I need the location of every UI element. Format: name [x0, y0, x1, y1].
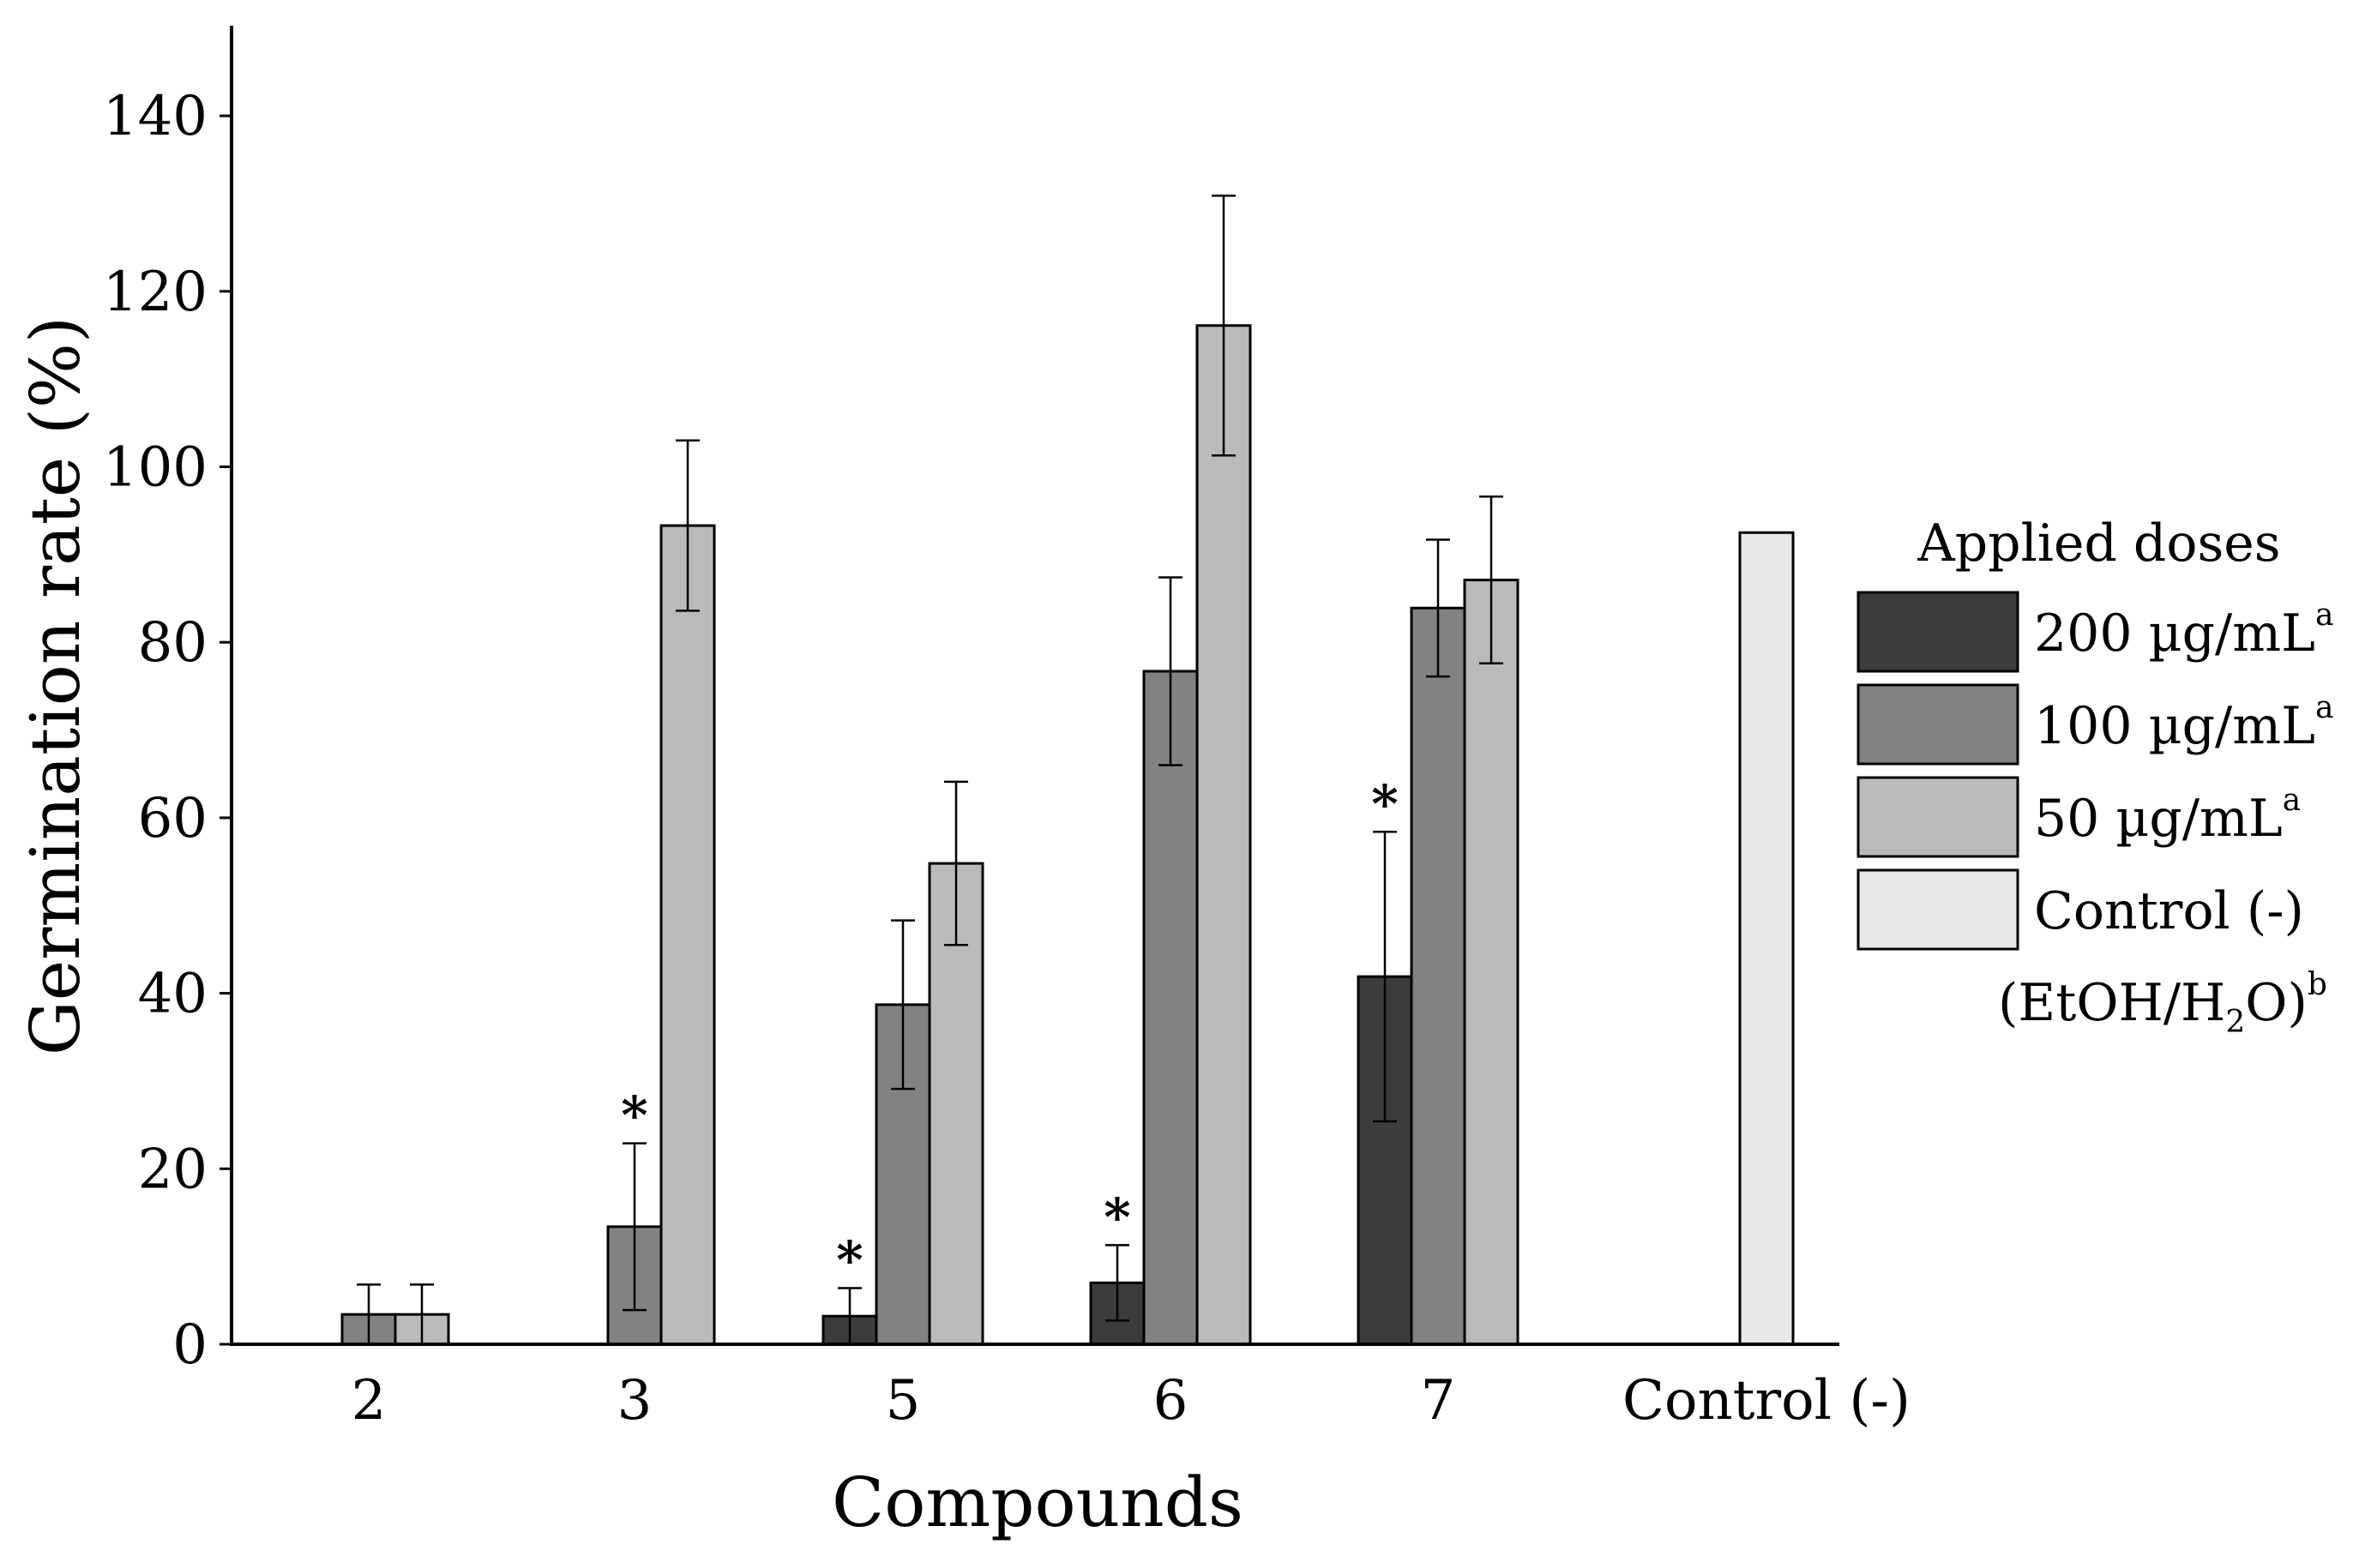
error-bar: [1373, 831, 1397, 1123]
bars-layer: [340, 324, 1795, 1346]
legend-swatch: [1856, 591, 2019, 673]
significance-star: *: [621, 1086, 647, 1146]
y-tick-label: 60: [138, 787, 208, 850]
y-tick-label: 20: [138, 1138, 208, 1201]
legend-label-sup: a: [2283, 783, 2301, 818]
y-tick-label: 100: [103, 436, 208, 500]
significance-layer: * * * *: [621, 774, 1398, 1290]
x-tick-label: 3: [617, 1369, 653, 1433]
legend-items: 200 µg/mLa 100 µg/mLa 50 µg/mLa Control (-): [1856, 591, 2333, 951]
significance-star: *: [1104, 1187, 1130, 1247]
error-bar: [891, 919, 915, 1090]
legend-label: 200 µg/mLa: [2034, 598, 2333, 664]
error-bar: [1158, 576, 1182, 766]
legend-swatch: [1856, 868, 2019, 951]
x-tick-label: 2: [352, 1369, 387, 1433]
legend-label: 50 µg/mLa: [2034, 783, 2301, 849]
legend-note: (EtOH/H2O)b: [1998, 967, 2327, 1040]
bar-7-series-1: [1410, 606, 1466, 1346]
error-bar: [944, 780, 968, 946]
x-ticks: 2 3 5 6 7 Control (-): [352, 1369, 1911, 1433]
legend-swatch: [1856, 683, 2019, 766]
error-bars-layer: [357, 194, 1503, 1346]
y-ticks: 0 20 40 60 80 100 120 140: [103, 85, 232, 1377]
x-tick-label: 5: [886, 1369, 921, 1433]
error-bar: [1479, 496, 1503, 665]
x-tick-label: 6: [1153, 1369, 1189, 1433]
legend-label-sup: a: [2315, 598, 2333, 633]
y-tick-label: 80: [138, 611, 208, 675]
legend-item: 100 µg/mLa: [1856, 683, 2333, 766]
y-axis-title: Germination rate (%): [15, 316, 95, 1055]
legend-note-sub: 2: [2225, 1005, 2245, 1040]
x-tick-label: 7: [1421, 1369, 1456, 1433]
bar-control-series-3: [1738, 531, 1795, 1346]
y-tick-label: 40: [138, 963, 208, 1026]
legend-note-sup: b: [2308, 967, 2327, 1002]
legend-item: 50 µg/mLa: [1856, 776, 2301, 858]
legend-swatch: [1856, 776, 2019, 858]
y-tick-label: 0: [172, 1313, 208, 1377]
y-tick-label: 140: [103, 85, 208, 148]
legend: Applied doses 200 µg/mLa 100 µg/mLa 50 µg/…: [1856, 514, 2333, 1040]
bar-6-series-1: [1142, 670, 1199, 1346]
error-bar: [1212, 194, 1236, 457]
error-bar: [1105, 1244, 1129, 1322]
significance-star: *: [836, 1230, 863, 1290]
error-bar: [676, 439, 700, 612]
legend-label: 100 µg/mLa: [2034, 690, 2333, 756]
legend-note-end: O): [2245, 973, 2308, 1033]
bar-6-series-2: [1195, 324, 1252, 1346]
error-bar: [1426, 538, 1450, 678]
significance-star: *: [1371, 774, 1398, 834]
legend-label-sup: a: [2315, 690, 2333, 725]
legend-label: Control (-): [2034, 881, 2304, 941]
y-tick-label: 120: [103, 261, 208, 324]
error-bar: [623, 1142, 647, 1312]
x-tick-label: Control (-): [1622, 1369, 1911, 1433]
legend-item: Control (-): [1856, 868, 2304, 951]
legend-note-main: (EtOH/H: [1998, 973, 2225, 1033]
bar-7-series-2: [1463, 579, 1519, 1346]
x-axis-title: Compounds: [832, 1463, 1243, 1542]
legend-title: Applied doses: [1917, 514, 2280, 574]
legend-item: 200 µg/mLa: [1856, 591, 2333, 673]
bar-3-series-2: [659, 524, 716, 1346]
